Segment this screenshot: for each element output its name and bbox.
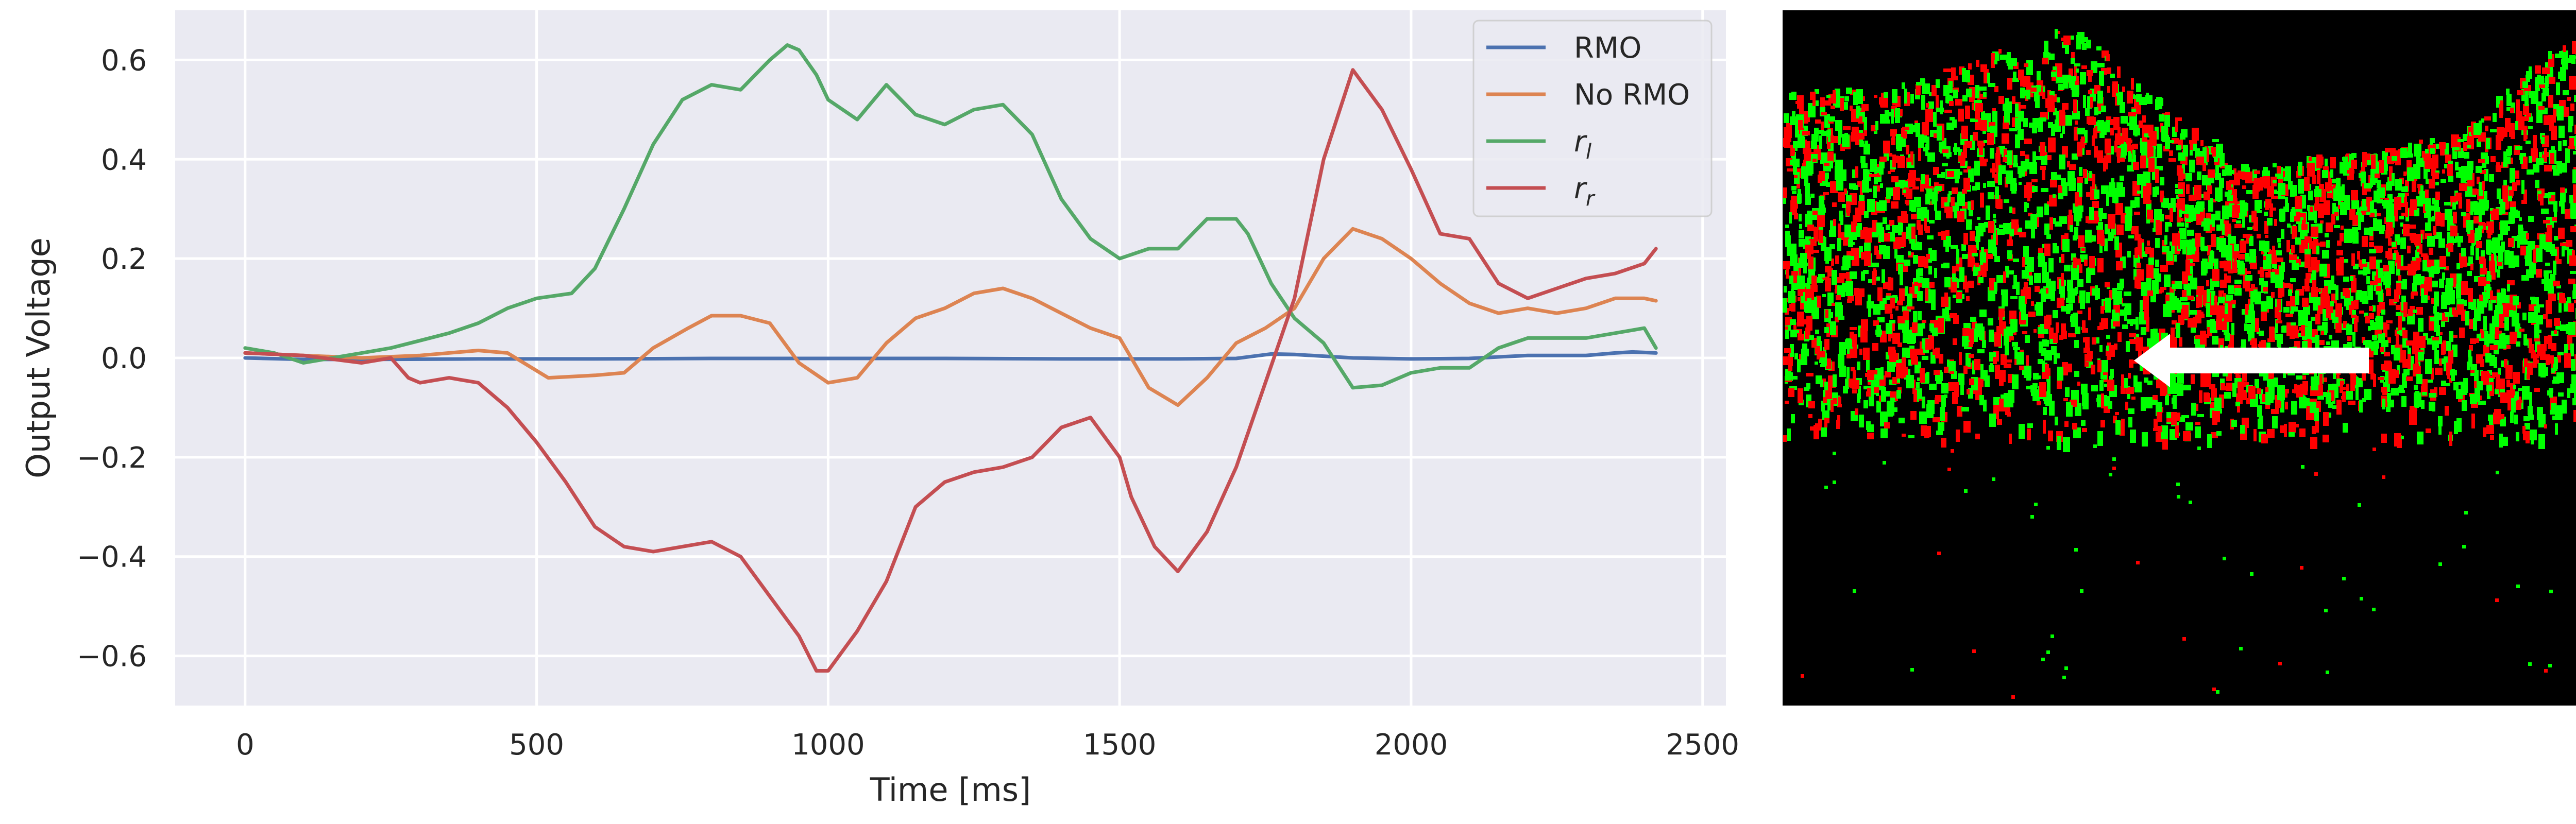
- y-tick-label: −0.4: [77, 541, 147, 574]
- legend: RMO No RMO rl rr: [1472, 20, 1713, 217]
- y-tick-label: 0.0: [101, 342, 147, 375]
- event-pixels: [1783, 29, 2576, 699]
- legend-frame: [1472, 20, 1713, 217]
- y-tick-label: 0.4: [101, 143, 147, 177]
- x-tick-label: 2500: [1666, 728, 1739, 762]
- legend-label: RMO: [1574, 31, 1641, 65]
- legend-label: rr: [1574, 172, 1596, 211]
- y-tick-labels: −0.6 −0.4 −0.2 0.0 0.2 0.4 0.6: [77, 44, 147, 673]
- x-tick-label: 500: [509, 728, 564, 762]
- legend-label: rl: [1574, 125, 1591, 164]
- series-lines: [243, 43, 1658, 673]
- x-tick-labels: 0 500 1000 1500 2000 2500: [236, 728, 1739, 762]
- x-tick-label: 0: [236, 728, 255, 762]
- y-tick-label: 0.6: [101, 44, 147, 77]
- x-tick-label: 1000: [791, 728, 865, 762]
- motion-arrow-left-icon: [2134, 334, 2369, 387]
- event-frame-canvas: [1783, 29, 2576, 699]
- x-tick-label: 2000: [1375, 728, 1448, 762]
- event-camera-frame: [1783, 10, 2576, 706]
- x-axis-label: Time [ms]: [870, 771, 1031, 809]
- series-line-r-r: [243, 68, 1658, 673]
- y-tick-label: 0.2: [101, 243, 147, 276]
- y-axis-label: Output Voltage: [20, 237, 57, 478]
- y-tick-label: −0.6: [77, 640, 147, 674]
- series-line-no-rmo: [243, 227, 1658, 407]
- x-tick-label: 1500: [1083, 728, 1157, 762]
- legend-label: No RMO: [1574, 78, 1690, 112]
- legend-items: RMO No RMO rl rr: [1486, 31, 1690, 211]
- y-tick-label: −0.2: [77, 441, 147, 475]
- series-line-r-l: [243, 43, 1658, 390]
